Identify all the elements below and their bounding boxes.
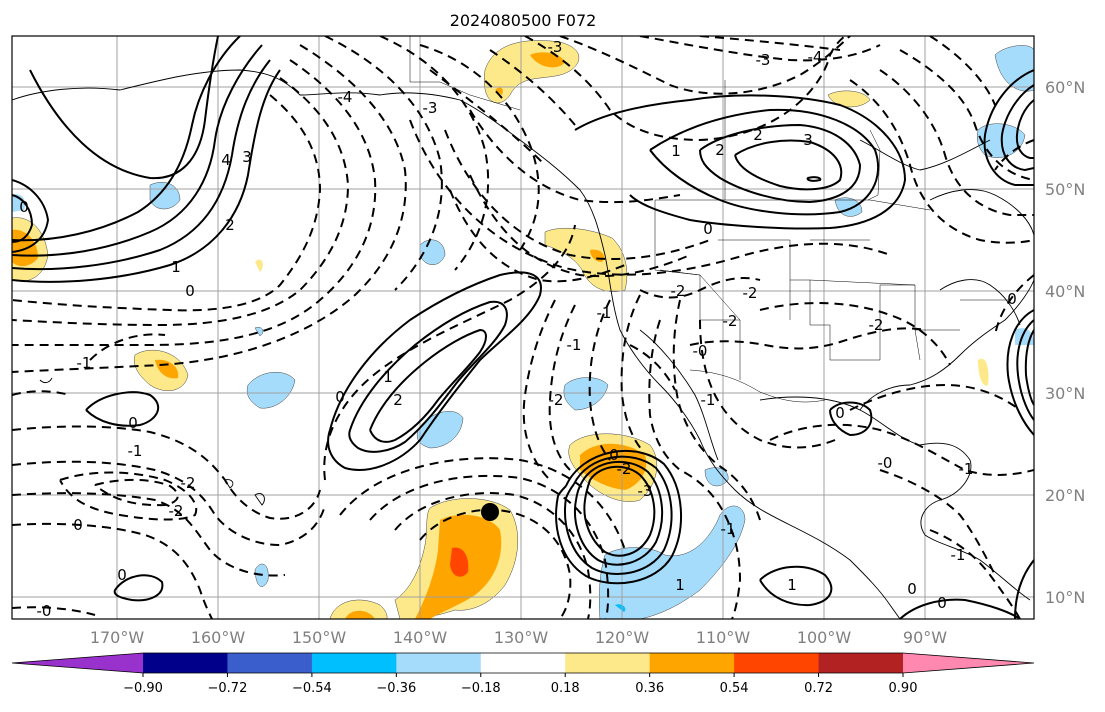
dashed-contours xyxy=(12,36,1034,619)
contour-label: -2 xyxy=(743,284,758,302)
colorbar: −0.90 −0.72 −0.54 −0.36 −0.18 0.18 0.36 0.54 0.7… xyxy=(11,652,1035,696)
longitude-labels: 170°W 160°W 150°W 140°W 130°W 120°W 110°… xyxy=(90,628,947,647)
colorbar-segment xyxy=(649,653,735,673)
contour-label: 1 xyxy=(383,368,393,386)
political-borders xyxy=(409,36,1010,403)
lat-label: 50°N xyxy=(1045,180,1085,199)
colorbar-extend-low xyxy=(12,653,143,673)
colorbar-tick-label: 0.72 xyxy=(804,681,833,696)
colorbar-tick-label: −0.72 xyxy=(208,681,248,696)
colorbar-tick-label: −0.90 xyxy=(123,681,163,696)
contour-label: 0 xyxy=(335,388,345,406)
contour-label: -4 xyxy=(808,48,823,66)
contour-label: -1 xyxy=(77,354,92,372)
lat-label: 40°N xyxy=(1045,282,1085,301)
lon-label: 160°W xyxy=(191,628,246,647)
contour-label: 0 xyxy=(907,580,917,598)
lon-label: 170°W xyxy=(90,628,145,647)
colorbar-extend-high xyxy=(903,653,1034,673)
contour-label: -1 xyxy=(951,546,966,564)
contour-label: 0 xyxy=(937,594,947,612)
lon-label: 120°W xyxy=(595,628,650,647)
contour-label: -1 xyxy=(721,520,736,538)
contour-label: -1 xyxy=(128,442,143,460)
colorbar-tick-label: 0.90 xyxy=(889,681,918,696)
contour-label: 1 xyxy=(671,142,681,160)
solid-contours xyxy=(12,36,1034,619)
contour-label: 0 xyxy=(609,446,619,464)
colorbar-segment xyxy=(311,653,397,673)
contour-label: 2 xyxy=(393,391,403,409)
latitude-labels: 60°N 50°N 40°N 30°N 20°N 10°N xyxy=(1045,78,1085,607)
contour-label: -2 xyxy=(169,502,184,520)
contour-label: 0 xyxy=(128,414,138,432)
lon-label: 130°W xyxy=(494,628,549,647)
contour-label: 1 xyxy=(171,258,181,276)
contour-label: -3 xyxy=(548,38,563,56)
contour-label: 2 xyxy=(225,216,235,234)
contour-label: 3 xyxy=(803,131,813,149)
contour-label: 0 xyxy=(835,404,845,422)
contour-label: 2 xyxy=(753,126,763,144)
contour-label: 0 xyxy=(19,198,29,216)
map-title: 2024080500 F072 xyxy=(450,11,597,30)
contour-label-group: -4 -3 -3 -4 -3 1 2 2 3 0 4 3 2 1 0 0 0 1… xyxy=(19,38,1017,620)
map-frame xyxy=(11,35,1035,620)
map-area xyxy=(12,36,1034,619)
contour-label: 3 xyxy=(242,148,252,166)
contour-label: -2 xyxy=(549,391,564,409)
colorbar-tick-label: 0.54 xyxy=(720,681,749,696)
contour-label: -2 xyxy=(723,312,738,330)
contour-label: -1 xyxy=(959,460,974,478)
lon-label: 100°W xyxy=(797,628,852,647)
contour-label: -2 xyxy=(181,474,196,492)
colorbar-tick-label: −0.18 xyxy=(461,681,501,696)
contour-label: -0 xyxy=(693,342,708,360)
contour-label: -1 xyxy=(701,391,716,409)
colorbar-tick-label: −0.54 xyxy=(292,681,332,696)
colorbar-segment xyxy=(818,653,904,673)
contour-label: 1 xyxy=(787,576,797,594)
lon-label: 150°W xyxy=(292,628,347,647)
contour-label: 0 xyxy=(1007,290,1017,308)
contour-label: -4 xyxy=(338,88,353,106)
contour-label: -3 xyxy=(638,482,653,500)
colorbar-segment xyxy=(734,653,820,673)
contour-label: -1 xyxy=(597,304,612,322)
colorbar-segment xyxy=(565,653,651,673)
lat-label: 30°N xyxy=(1045,384,1085,403)
contour-label: 0 xyxy=(117,566,127,584)
contour-label: -3 xyxy=(423,99,438,117)
graticule xyxy=(12,36,1034,619)
negative-anomaly-shading xyxy=(12,45,1034,619)
contour-label: -2 xyxy=(869,316,884,334)
colorbar-segment xyxy=(396,653,482,673)
contour-label: -2 xyxy=(671,282,686,300)
contour-label: 1 xyxy=(675,576,685,594)
contour-label: 0 xyxy=(703,220,713,238)
contour-label: 0 xyxy=(73,516,83,534)
contour-label: -0 xyxy=(878,454,893,472)
colorbar-tick-label: 0.18 xyxy=(551,681,580,696)
colorbar-tick-label: −0.36 xyxy=(376,681,416,696)
contour-label: -3 xyxy=(756,51,771,69)
lon-label: 110°W xyxy=(696,628,751,647)
storm-center-marker xyxy=(481,503,499,521)
contour-label: 0 xyxy=(185,282,195,300)
colorbar-segment xyxy=(143,653,228,673)
colorbar-tick-label: 0.36 xyxy=(635,681,664,696)
colorbar-segment xyxy=(480,653,566,673)
contour-label: -1 xyxy=(567,336,582,354)
lon-label: 140°W xyxy=(393,628,448,647)
colorbar-segment xyxy=(227,653,313,673)
contour-label: -2 xyxy=(617,460,632,478)
contour-label: -0 xyxy=(37,602,52,620)
lat-label: 10°N xyxy=(1045,588,1085,607)
contour-label: 2 xyxy=(715,141,725,159)
lat-label: 60°N xyxy=(1045,78,1085,97)
lon-label: 90°W xyxy=(903,628,947,647)
contour-label: 4 xyxy=(221,151,231,169)
lat-label: 20°N xyxy=(1045,486,1085,505)
